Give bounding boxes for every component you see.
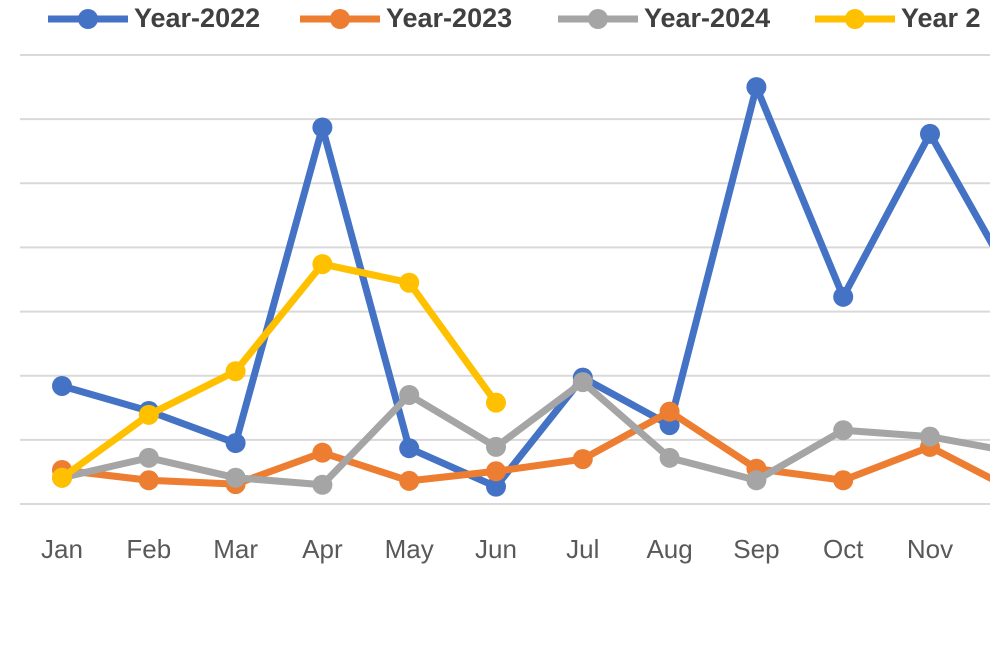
data-point	[572, 372, 593, 393]
x-tick-label: Jan	[41, 534, 83, 564]
data-point	[312, 254, 333, 275]
x-tick-label: Oct	[823, 534, 864, 564]
data-point	[52, 375, 72, 396]
legend-marker	[588, 9, 608, 29]
data-point	[312, 117, 333, 138]
x-tick-label: Jul	[566, 534, 599, 564]
data-point	[399, 272, 420, 293]
data-point	[486, 436, 506, 457]
data-point	[138, 447, 159, 468]
data-point	[225, 433, 246, 454]
legend-marker	[78, 9, 98, 29]
series-line	[61, 378, 990, 489]
x-tick-label: Nov	[907, 534, 953, 564]
data-point	[746, 77, 767, 98]
series-line	[59, 260, 499, 481]
data-point	[486, 476, 506, 497]
data-point	[312, 474, 333, 495]
legend-label: Year 2	[901, 3, 981, 33]
legend-marker	[330, 9, 350, 29]
data-point	[833, 420, 854, 441]
data-point	[833, 470, 854, 491]
x-tick-label: Feb	[126, 534, 171, 564]
data-point	[399, 470, 420, 491]
data-point	[486, 461, 506, 482]
x-tick-label: Apr	[302, 534, 343, 564]
x-tick-label: Sep	[733, 534, 779, 564]
x-tick-label: Mar	[213, 534, 258, 564]
data-point	[52, 467, 72, 488]
data-point	[399, 438, 420, 459]
series-line	[61, 408, 990, 488]
data-point	[920, 426, 940, 447]
data-point	[399, 384, 420, 405]
data-point	[659, 401, 680, 422]
data-point	[312, 442, 333, 463]
data-point	[138, 470, 159, 491]
data-point	[920, 123, 940, 144]
legend-marker	[845, 9, 865, 29]
x-tick-label: May	[385, 534, 434, 564]
data-point	[659, 447, 680, 468]
legend-label: Year-2024	[644, 3, 770, 33]
legend-label: Year-2023	[386, 3, 512, 33]
data-point	[486, 392, 506, 413]
legend-label: Year-2022	[134, 3, 260, 33]
x-tick-label: Jun	[475, 534, 517, 564]
data-point	[225, 361, 246, 382]
data-point	[833, 286, 854, 307]
data-point	[138, 404, 159, 425]
data-point	[225, 467, 246, 488]
data-point	[572, 449, 593, 470]
series-line	[61, 83, 990, 491]
data-point	[746, 470, 767, 491]
x-tick-label: Aug	[646, 534, 692, 564]
